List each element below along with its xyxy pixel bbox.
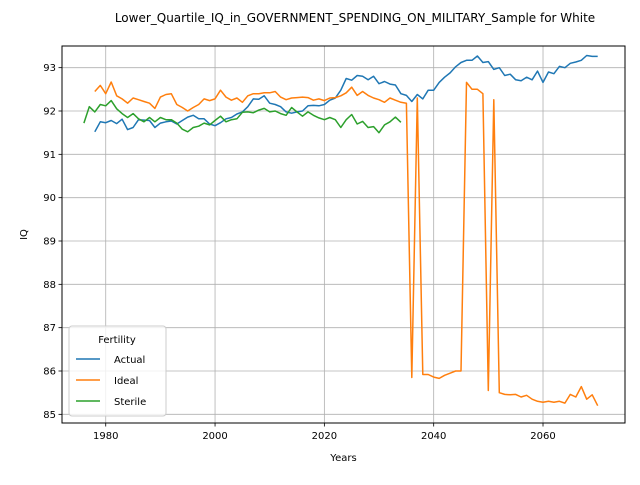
y-tick-label: 90 — [43, 193, 56, 204]
x-tick-label: 1980 — [93, 431, 118, 442]
x-tick-label: 2040 — [421, 431, 446, 442]
legend-label-sterile: Sterile — [114, 397, 146, 408]
y-tick-label: 93 — [43, 63, 56, 74]
x-tick-label: 2060 — [530, 431, 555, 442]
legend-label-ideal: Ideal — [114, 376, 138, 387]
chart-title: Lower_Quartile_IQ_in_GOVERNMENT_SPENDING… — [115, 11, 595, 25]
y-tick-label: 87 — [43, 323, 56, 334]
legend-label-actual: Actual — [114, 355, 145, 366]
y-tick-label: 88 — [43, 280, 56, 291]
y-tick-label: 91 — [43, 150, 56, 161]
legend-title: Fertility — [98, 335, 136, 346]
y-tick-label: 89 — [43, 237, 56, 248]
legend: Fertility Actual Ideal Sterile — [69, 326, 166, 416]
y-axis-label: IQ — [19, 229, 30, 240]
x-tick-label: 2020 — [312, 431, 337, 442]
x-tick-label: 2000 — [202, 431, 227, 442]
y-tick-label: 85 — [43, 410, 56, 421]
y-tick-label: 92 — [43, 107, 56, 118]
x-axis-label: Years — [329, 453, 356, 464]
y-tick-label: 86 — [43, 367, 56, 378]
